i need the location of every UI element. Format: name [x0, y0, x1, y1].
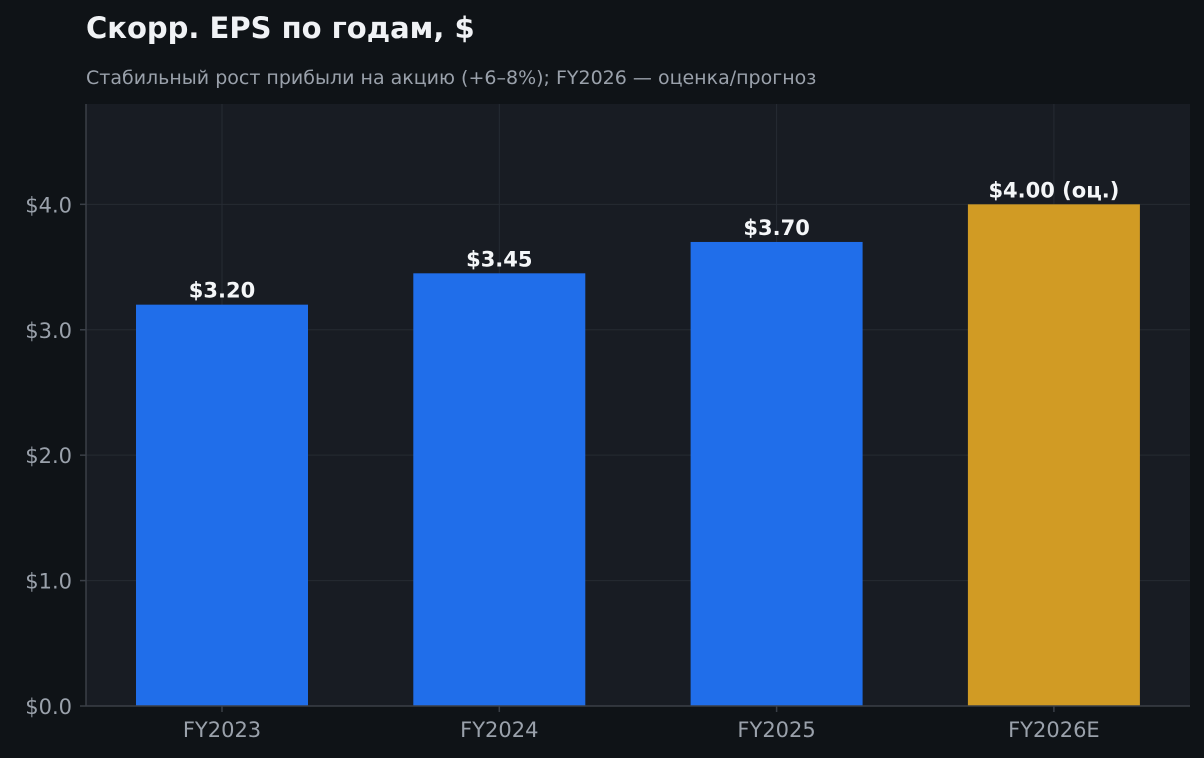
bars — [136, 204, 1140, 707]
bar-fy2024 — [413, 273, 586, 706]
bar-fy2025 — [690, 241, 863, 707]
axes — [80, 104, 1190, 712]
y-tick-label: $0.0 — [25, 695, 72, 719]
chart-subtitle: Стабильный рост прибыли на акцию (+6–8%)… — [86, 67, 816, 89]
data-label-fy2024: $3.45 — [466, 247, 532, 271]
chart-title: Скорр. EPS по годам, $ — [86, 11, 475, 45]
x-tick-label: FY2026E — [1008, 718, 1100, 742]
data-label-fy2026e: $4.00 (оц.) — [988, 178, 1119, 202]
y-tick-label: $4.0 — [25, 193, 72, 217]
y-tick-label: $3.0 — [25, 319, 72, 343]
x-tick-label: FY2025 — [737, 718, 815, 742]
tick-labels: $0.0 $1.0 $2.0 $3.0 $4.0 FY2023 FY2024 FY2025 FY… — [25, 193, 1099, 742]
data-label-fy2023: $3.20 — [189, 279, 255, 303]
data-labels: $3.20 $3.45 $3.70 $4.00 (оц.) — [189, 178, 1120, 302]
bar-fy2026e — [967, 204, 1140, 707]
y-tick-label: $1.0 — [25, 570, 72, 594]
bar-fy2023 — [136, 304, 308, 706]
data-label-fy2025: $3.70 — [743, 216, 809, 240]
y-tick-label: $2.0 — [25, 444, 72, 468]
x-tick-label: FY2023 — [183, 718, 261, 742]
x-tick-label: FY2024 — [460, 718, 538, 742]
